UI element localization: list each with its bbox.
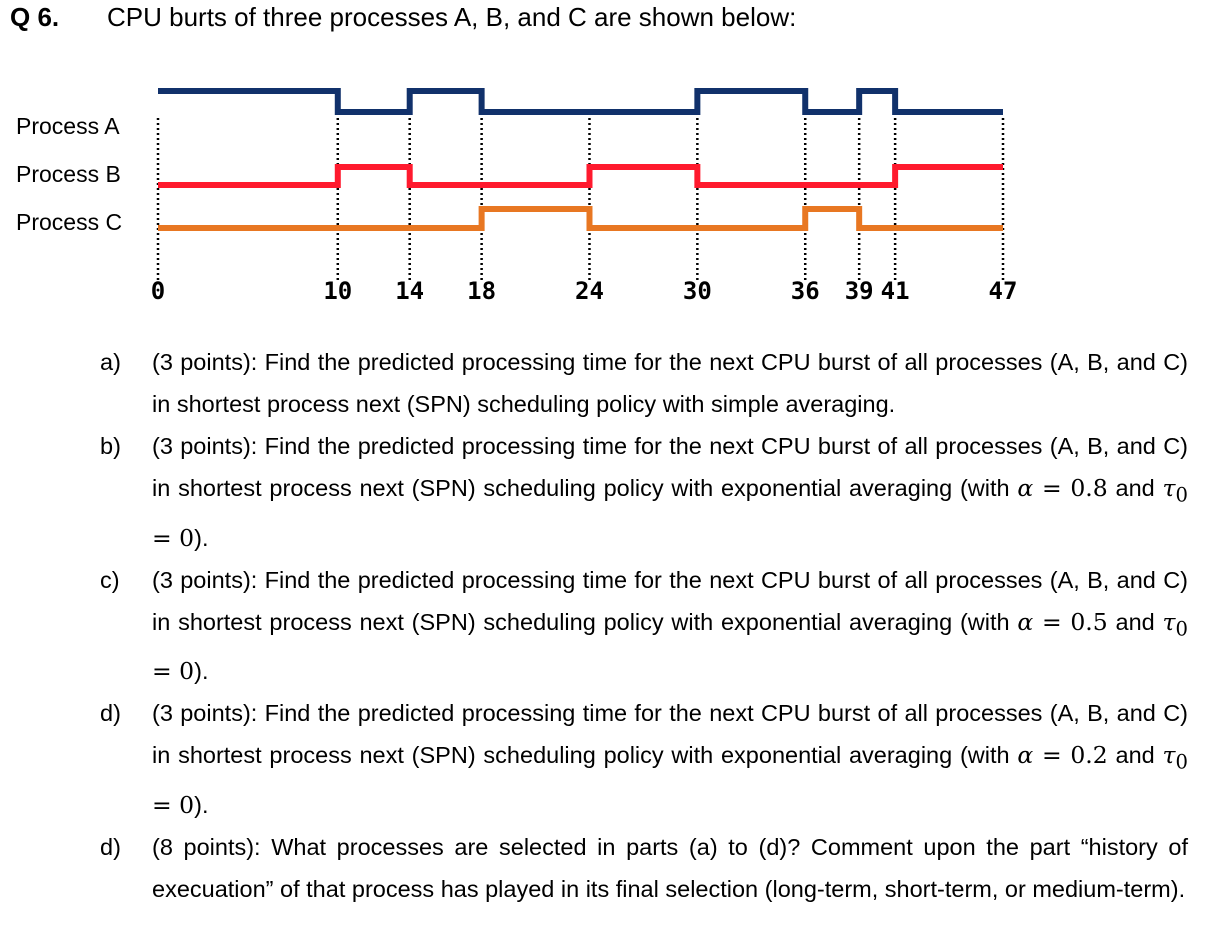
part-e-text: (8 points): What processes are selected … [152, 834, 1188, 903]
part-a: a) (3 points): Find the predicted proces… [100, 341, 1188, 425]
part-b-tau: τ0 = 0 [152, 474, 1188, 552]
tick-label-41: 41 [881, 277, 910, 305]
timing-diagram: 0 10 14 18 24 30 36 39 41 47 [151, 88, 1018, 305]
waveform-process-a [158, 88, 1003, 115]
part-c-text: (3 points): Find the predicted processin… [152, 566, 1188, 686]
tick-label-0: 0 [151, 277, 165, 305]
tick-label-39: 39 [845, 277, 874, 305]
part-d-alpha: α = 0.2 [1017, 741, 1108, 770]
tick-label-18: 18 [467, 277, 496, 305]
part-e: d) (8 points): What processes are select… [100, 826, 1188, 910]
part-d-text: (3 points): Find the predicted processin… [152, 700, 1188, 820]
tick-label-24: 24 [575, 277, 604, 305]
part-d-letter: d) [100, 700, 121, 727]
part-c-tau: τ0 = 0 [152, 607, 1188, 686]
part-b-text: (3 points): Find the predicted processin… [152, 433, 1188, 552]
question-title: CPU burts of three processes A, B, and C… [107, 2, 797, 32]
tick-label-14: 14 [395, 277, 424, 305]
part-c-text-before: (3 points): Find the predicted processin… [152, 566, 1188, 635]
waveform-process-b [158, 164, 1003, 188]
part-b-alpha: α = 0.8 [1017, 474, 1108, 502]
part-c: c) (3 points): Find the predicted proces… [100, 559, 1188, 693]
part-d: d) (3 points): Find the predicted proces… [100, 692, 1188, 826]
part-b-text-before: (3 points): Find the predicted processin… [152, 433, 1188, 501]
question-number: Q 6. [10, 2, 60, 32]
part-b: b) (3 points): Find the predicted proces… [100, 425, 1188, 559]
part-a-text: (3 points): Find the predicted processin… [152, 349, 1188, 417]
part-a-letter: a) [100, 349, 121, 375]
part-b-letter: b) [100, 433, 121, 459]
part-d-tau: τ0 = 0 [152, 741, 1188, 820]
tick-label-36: 36 [791, 277, 820, 305]
part-c-alpha: α = 0.5 [1017, 607, 1108, 636]
tick-label-30: 30 [683, 277, 712, 305]
process-c-label: Process C [16, 209, 123, 235]
part-c-letter: c) [100, 566, 120, 593]
waveform-process-c [158, 206, 1003, 231]
process-b-label: Process B [16, 161, 121, 187]
process-a-label: Process A [16, 113, 120, 139]
tick-label-10: 10 [323, 277, 352, 305]
part-e-letter: d) [100, 834, 121, 861]
tick-label-47: 47 [989, 277, 1018, 305]
part-d-text-before: (3 points): Find the predicted processin… [152, 700, 1188, 769]
question-parts: a) (3 points): Find the predicted proces… [100, 341, 1188, 910]
